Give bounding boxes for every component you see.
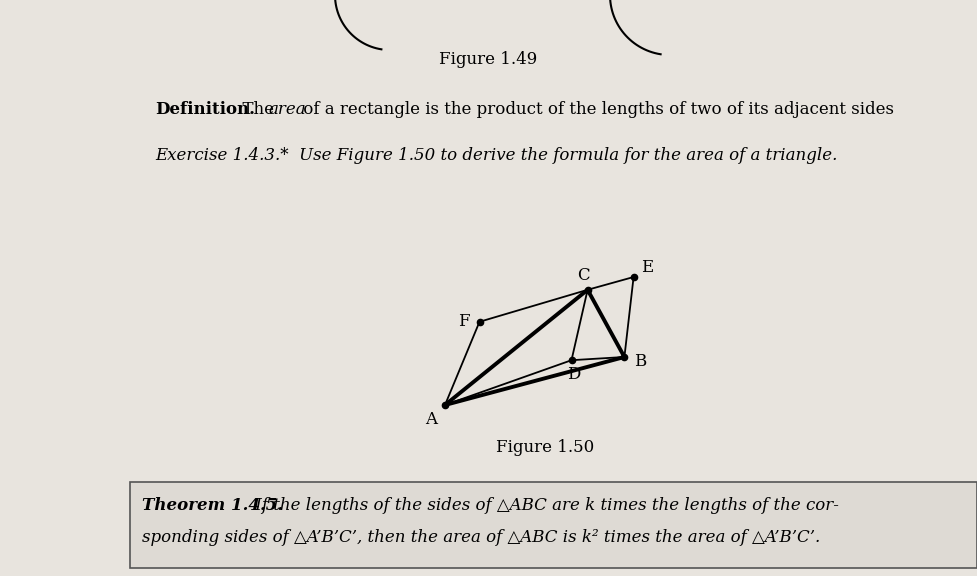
Text: B: B (634, 353, 647, 369)
Text: of a rectangle is the product of the lengths of two of its adjacent sides: of a rectangle is the product of the len… (298, 101, 894, 119)
Text: E: E (642, 259, 654, 275)
Text: C: C (577, 267, 590, 285)
Text: Theorem 1.4.5.: Theorem 1.4.5. (142, 498, 283, 514)
Text: Figure 1.49: Figure 1.49 (439, 51, 537, 69)
Text: Definition.: Definition. (155, 101, 255, 119)
Text: F: F (457, 313, 469, 330)
Text: D: D (567, 366, 580, 382)
Text: If the lengths of the sides of △ABC are k times the lengths of the cor-: If the lengths of the sides of △ABC are … (250, 498, 839, 514)
Text: Figure 1.50: Figure 1.50 (496, 439, 594, 457)
Text: The: The (232, 101, 279, 119)
Text: Exercise 1.4.3.*  Use Figure 1.50 to derive the formula for the area of a triang: Exercise 1.4.3.* Use Figure 1.50 to deri… (155, 146, 837, 164)
Text: area: area (268, 101, 306, 119)
Text: sponding sides of △A’B’C’, then the area of △ABC is k² times the area of △A’B’C’: sponding sides of △A’B’C’, then the area… (142, 529, 821, 547)
FancyBboxPatch shape (130, 482, 977, 568)
Text: A: A (425, 411, 437, 427)
